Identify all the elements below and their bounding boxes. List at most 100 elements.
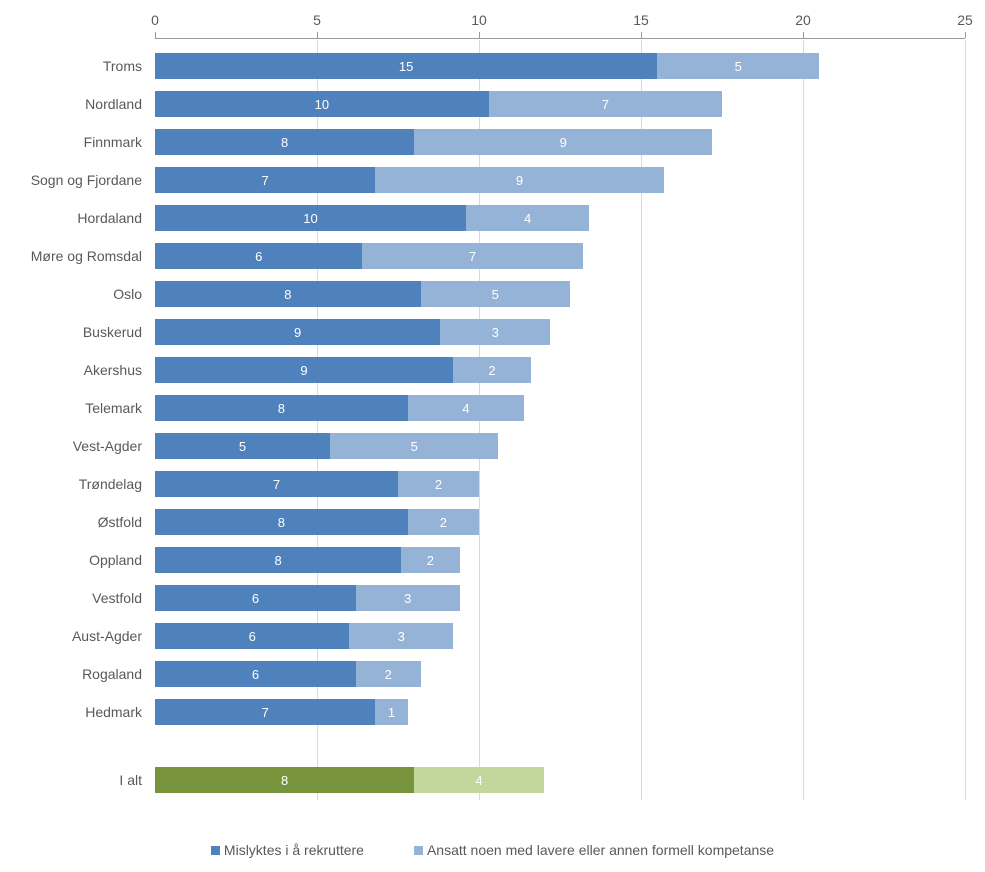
bar-value-label: 6 <box>252 667 259 682</box>
x-tick-label: 20 <box>795 12 811 28</box>
bar-segment-s2: 9 <box>375 167 663 193</box>
bar-value-label: 10 <box>303 211 317 226</box>
gridline <box>803 40 804 800</box>
bar-row: 84 <box>155 395 524 421</box>
category-label: Møre og Romsdal <box>31 248 142 264</box>
bar-segment-s1: 10 <box>155 91 489 117</box>
x-tick-label: 25 <box>957 12 973 28</box>
bar-value-label: 4 <box>462 401 469 416</box>
bar-segment-s1: 10 <box>155 205 466 231</box>
bar-value-label: 8 <box>275 553 282 568</box>
x-tick-label: 10 <box>471 12 487 28</box>
category-label: Oslo <box>113 286 142 302</box>
bar-value-label: 7 <box>602 97 609 112</box>
bar-segment-s1: 7 <box>155 167 375 193</box>
category-label: Hordaland <box>77 210 142 226</box>
bar-value-label: 9 <box>560 135 567 150</box>
bar-segment-s2: 4 <box>414 767 544 793</box>
bar-segment-s1: 8 <box>155 509 408 535</box>
bar-segment-s2: 3 <box>440 319 550 345</box>
legend: Mislyktes i å rekruttereAnsatt noen med … <box>0 842 985 858</box>
bar-value-label: 2 <box>385 667 392 682</box>
bar-row: 63 <box>155 585 460 611</box>
legend-swatch <box>414 846 423 855</box>
bar-value-label: 6 <box>255 249 262 264</box>
bar-segment-s2: 2 <box>453 357 531 383</box>
bar-value-label: 6 <box>249 629 256 644</box>
bar-row: 55 <box>155 433 498 459</box>
bar-value-label: 2 <box>435 477 442 492</box>
bar-segment-s1: 8 <box>155 767 414 793</box>
category-label: Vestfold <box>92 590 142 606</box>
bar-segment-s2: 4 <box>408 395 525 421</box>
bar-segment-s2: 2 <box>401 547 459 573</box>
bar-value-label: 2 <box>488 363 495 378</box>
category-label: Trøndelag <box>79 476 142 492</box>
x-tick-label: 0 <box>151 12 159 28</box>
bar-value-label: 3 <box>492 325 499 340</box>
bar-segment-s2: 2 <box>408 509 479 535</box>
bar-value-label: 9 <box>294 325 301 340</box>
bar-value-label: 7 <box>262 705 269 720</box>
category-label: Akershus <box>84 362 142 378</box>
bar-segment-s2: 5 <box>421 281 570 307</box>
total-bar-row: 84 <box>155 767 544 793</box>
plot-area: 1551078979104678593928455728282636362718… <box>155 40 965 800</box>
bar-segment-s2: 7 <box>489 91 722 117</box>
bar-row: 15 5 <box>155 53 819 79</box>
x-tick-label: 5 <box>313 12 321 28</box>
x-axis: 0510152025 <box>155 0 965 40</box>
bar-row: 10 7 <box>155 91 722 117</box>
x-tick-label: 15 <box>633 12 649 28</box>
bar-value-label: 9 <box>300 363 307 378</box>
bar-row: 71 <box>155 699 408 725</box>
category-label: Sogn og Fjordane <box>31 172 142 188</box>
x-axis-line <box>155 38 965 39</box>
legend-label: Mislyktes i å rekruttere <box>224 842 364 858</box>
bar-row: 63 <box>155 623 453 649</box>
bar-value-label: 9 <box>516 173 523 188</box>
bar-row: 82 <box>155 547 460 573</box>
bar-segment-s1: 8 <box>155 395 408 421</box>
bar-segment-s2: 5 <box>330 433 498 459</box>
bar-segment-s1: 8 <box>155 547 401 573</box>
gridline <box>965 40 966 800</box>
bar-value-label: 3 <box>398 629 405 644</box>
bar-segment-s2: 7 <box>362 243 582 269</box>
bar-segment-s1: 15 <box>155 53 657 79</box>
category-label: Buskerud <box>83 324 142 340</box>
category-label: Østfold <box>98 514 142 530</box>
bar-value-label: 8 <box>284 287 291 302</box>
bar-value-label: 6 <box>252 591 259 606</box>
bar-segment-s1: 6 <box>155 661 356 687</box>
bar-value-label: 4 <box>524 211 531 226</box>
bar-row: 89 <box>155 129 712 155</box>
bar-segment-s2: 5 <box>657 53 819 79</box>
bar-segment-s2: 3 <box>356 585 460 611</box>
bar-row: 82 <box>155 509 479 535</box>
category-label: Hedmark <box>85 704 142 720</box>
bar-value-label: 5 <box>492 287 499 302</box>
bar-value-label: 3 <box>404 591 411 606</box>
bar-row: 62 <box>155 661 421 687</box>
bar-segment-s1: 5 <box>155 433 330 459</box>
bar-segment-s2: 4 <box>466 205 589 231</box>
bar-row: 10 4 <box>155 205 589 231</box>
bar-value-label: 7 <box>469 249 476 264</box>
bar-segment-s1: 9 <box>155 319 440 345</box>
legend-item: Mislyktes i å rekruttere <box>211 842 364 858</box>
bar-segment-s1: 9 <box>155 357 453 383</box>
bar-row: 67 <box>155 243 583 269</box>
bar-value-label: 4 <box>475 773 482 788</box>
bar-value-label: 5 <box>735 59 742 74</box>
category-label: Telemark <box>85 400 142 416</box>
bar-segment-s1: 6 <box>155 623 349 649</box>
bar-value-label: 7 <box>262 173 269 188</box>
bar-value-label: 1 <box>388 705 395 720</box>
bar-row: 79 <box>155 167 664 193</box>
y-axis-labels: TromsNordlandFinnmarkSogn og FjordaneHor… <box>0 40 150 800</box>
bar-segment-s2: 3 <box>349 623 453 649</box>
bar-segment-s1: 7 <box>155 471 398 497</box>
bar-value-label: 15 <box>399 59 413 74</box>
bar-value-label: 10 <box>315 97 329 112</box>
